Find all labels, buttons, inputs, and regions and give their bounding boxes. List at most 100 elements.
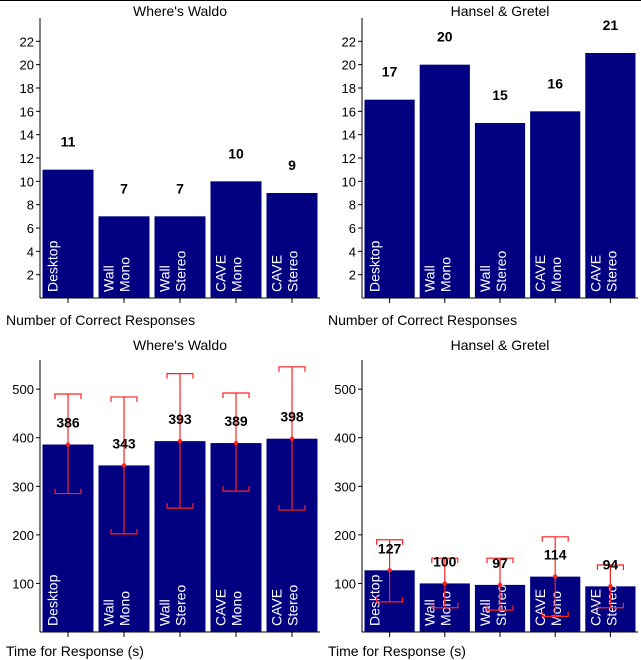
error-cap-low <box>222 486 250 492</box>
category-label: CAVE <box>532 255 548 292</box>
value-label: 94 <box>603 556 619 572</box>
y-tick-label: 100 <box>12 576 34 591</box>
category-label: Stereo <box>285 585 301 626</box>
category-label: Stereo <box>493 251 509 292</box>
y-tick-label: 400 <box>334 431 356 446</box>
y-tick-label: 12 <box>342 151 356 166</box>
value-label: 17 <box>382 64 398 80</box>
y-tick-label: 22 <box>342 34 356 49</box>
value-label: 127 <box>378 540 402 556</box>
error-cap-low <box>541 611 569 618</box>
category-label: Wall <box>477 599 493 626</box>
y-tick-label: 20 <box>342 58 356 73</box>
category-label: Mono <box>548 257 564 292</box>
category-label: Desktop <box>367 240 383 292</box>
error-cap-high <box>541 536 569 542</box>
value-label: 20 <box>437 29 453 45</box>
bar <box>530 111 581 298</box>
category-label: Desktop <box>45 574 61 626</box>
error-cap-high <box>54 393 82 399</box>
panel-title: Where's Waldo <box>133 3 227 19</box>
value-label: 7 <box>176 180 184 196</box>
error-cap-high <box>278 366 306 372</box>
y-tick-label: 4 <box>349 244 356 259</box>
category-label: Stereo <box>173 251 189 292</box>
value-label: 7 <box>120 180 128 196</box>
error-cap-low <box>166 503 194 509</box>
error-cap-low <box>486 605 514 611</box>
mean-marker <box>289 436 295 441</box>
y-tick-label: 2 <box>349 268 356 283</box>
category-label: Mono <box>548 591 564 626</box>
category-label: Wall <box>477 265 493 292</box>
value-label: 15 <box>492 87 508 103</box>
x-axis-label: Time for Response (s) <box>6 643 144 659</box>
top-border-line <box>0 0 641 1</box>
bar <box>266 193 318 298</box>
y-tick-label: 300 <box>12 479 34 494</box>
y-tick-label: 300 <box>334 479 356 494</box>
value-label: 9 <box>288 157 296 173</box>
value-label: 11 <box>61 134 76 150</box>
category-label: Stereo <box>603 585 619 626</box>
value-label: 393 <box>168 411 192 427</box>
category-label: Mono <box>117 257 133 292</box>
y-tick-label: 14 <box>20 128 34 143</box>
y-tick-label: 4 <box>27 244 34 259</box>
y-tick-label: 500 <box>12 382 34 397</box>
y-tick-label: 20 <box>20 58 34 73</box>
value-label: 386 <box>56 415 80 431</box>
error-cap-low <box>54 488 82 495</box>
value-label: 343 <box>112 435 136 451</box>
category-label: Stereo <box>603 251 619 292</box>
category-label: Mono <box>117 591 133 626</box>
error-cap-low <box>376 596 404 603</box>
category-label: Wall <box>101 599 117 626</box>
category-label: CAVE <box>587 589 603 626</box>
error-cap-high <box>486 557 514 564</box>
bar <box>585 53 636 298</box>
y-tick-label: 200 <box>334 528 356 543</box>
panel-title: Hansel & Gretel <box>451 337 550 353</box>
mean-marker <box>233 440 239 446</box>
value-label: 114 <box>544 547 567 563</box>
y-tick-label: 16 <box>20 104 34 119</box>
x-axis-label: Number of Correct Responses <box>6 312 195 328</box>
error-cap-low <box>110 528 138 535</box>
error-cap-high <box>376 539 404 545</box>
y-tick-label: 16 <box>342 104 356 119</box>
mean-marker <box>387 568 392 573</box>
category-label: Desktop <box>45 240 61 292</box>
category-label: Mono <box>229 257 245 292</box>
category-label: Stereo <box>173 585 189 626</box>
value-label: 16 <box>547 75 563 91</box>
category-label: Mono <box>438 591 454 626</box>
category-label: Stereo <box>285 251 301 292</box>
category-label: CAVE <box>269 589 285 626</box>
value-label: 100 <box>433 553 457 569</box>
value-label: 21 <box>603 17 619 33</box>
category-label: CAVE <box>269 255 285 292</box>
y-tick-label: 12 <box>20 151 34 166</box>
mean-marker <box>497 582 503 588</box>
error-cap-low <box>278 505 306 511</box>
category-label: Wall <box>157 265 173 292</box>
error-cap-low <box>596 602 624 609</box>
category-label: Mono <box>229 591 245 626</box>
error-cap-high <box>596 564 624 570</box>
error-cap-high <box>431 557 459 564</box>
y-tick-label: 8 <box>27 198 34 213</box>
y-tick-label: 100 <box>334 576 356 591</box>
mean-marker <box>177 438 183 444</box>
value-label: 389 <box>224 413 248 429</box>
y-tick-label: 400 <box>12 431 34 446</box>
x-axis-label: Time for Response (s) <box>328 643 466 659</box>
error-cap-low <box>431 602 459 609</box>
bar <box>419 64 470 299</box>
y-tick-label: 22 <box>20 34 34 49</box>
panel-title: Where's Waldo <box>133 337 227 353</box>
mean-marker <box>65 442 71 447</box>
category-label: Wall <box>157 599 173 626</box>
error-cap-high <box>166 373 194 379</box>
